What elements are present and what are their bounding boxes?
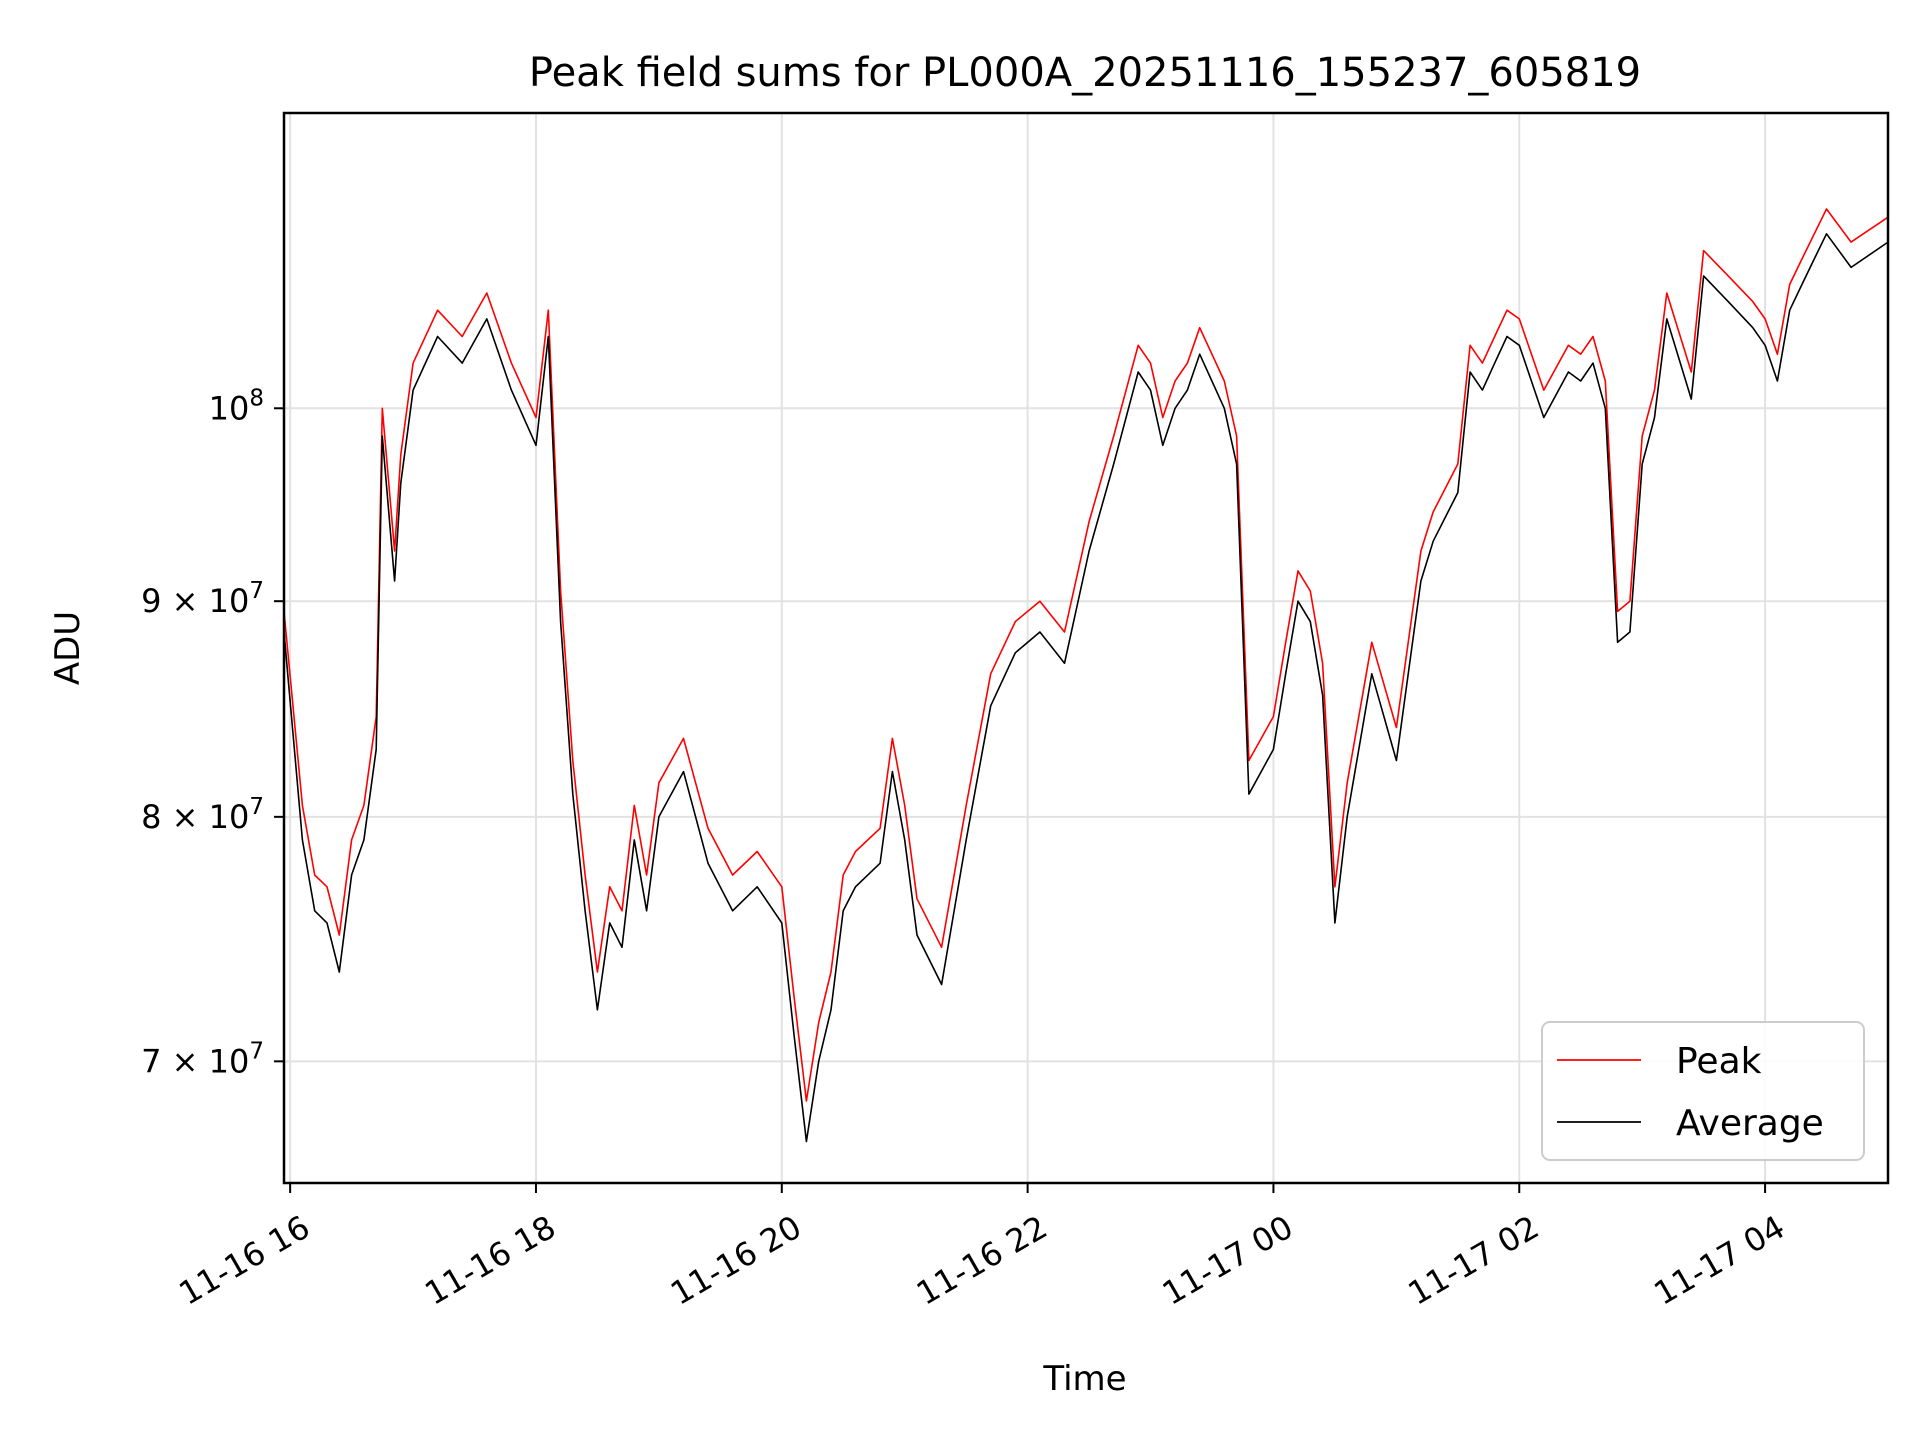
y-tick-label-base: 8 × 10	[141, 798, 249, 836]
y-tick-label-base: 10	[209, 389, 250, 427]
chart-title: Peak field sums for PL000A_20251116_1552…	[529, 50, 1641, 96]
y-tick-label-exponent: 7	[249, 578, 264, 604]
x-tick-label: 11-16 22	[910, 1208, 1054, 1313]
x-tick-label: 11-17 00	[1156, 1208, 1300, 1313]
legend-label-average: Average	[1676, 1103, 1824, 1144]
plot-frame	[282, 111, 1890, 1185]
y-tick-label-base: 9 × 10	[141, 582, 249, 620]
x-tick-label: 11-16 16	[173, 1208, 317, 1313]
y-axis-label: ADU	[48, 611, 88, 685]
x-axis-label: Time	[1042, 1359, 1126, 1399]
series-line-average	[283, 233, 1889, 1143]
x-tick-label: 11-16 20	[664, 1208, 808, 1313]
legend-label-peak: Peak	[1676, 1041, 1762, 1082]
legend: Peak Average	[1541, 1021, 1865, 1161]
y-tick-label-base: 7 × 10	[141, 1042, 249, 1080]
y-tick-label: 8 × 107	[141, 794, 264, 836]
y-tick-label: 108	[209, 385, 264, 427]
y-tick-label-exponent: 7	[249, 1038, 264, 1064]
x-tick-label: 11-17 02	[1402, 1208, 1546, 1313]
x-axis: 11-16 16 11-16 18 11-16 20 11-16 22 11-17 00…	[173, 1183, 1791, 1313]
y-tick-label: 7 × 107	[141, 1038, 264, 1080]
y-tick-label-exponent: 7	[249, 794, 264, 820]
y-tick-label: 9 × 107	[141, 578, 264, 620]
y-tick-label-exponent: 8	[249, 385, 264, 411]
legend-box	[1541, 1021, 1865, 1161]
x-tick-label: 11-16 18	[418, 1208, 562, 1313]
x-tick-label: 11-17 04	[1647, 1208, 1791, 1313]
series-line-peak	[283, 208, 1889, 1102]
